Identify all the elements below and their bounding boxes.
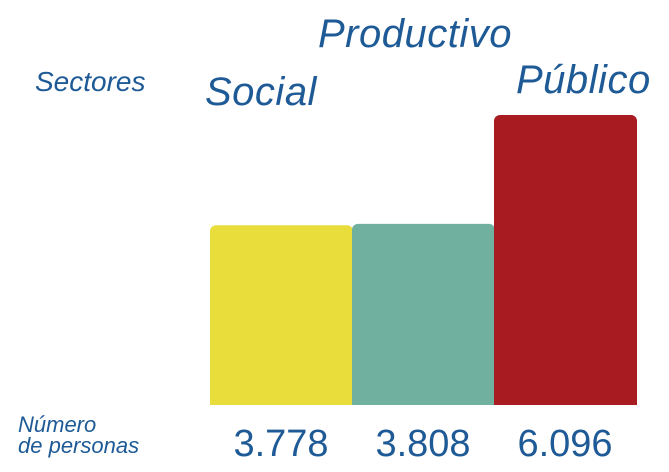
value-label-social: 3.778	[233, 423, 329, 465]
numero-personas-label: Número de personas	[18, 412, 140, 458]
bar-social-base	[210, 397, 353, 405]
numero-label-line1: Número	[18, 412, 97, 437]
category-label-productivo: Productivo	[318, 12, 512, 56]
bar-publico	[494, 115, 637, 405]
category-label-social: Social	[205, 70, 317, 114]
bar-social	[210, 225, 353, 405]
value-label-productivo: 3.808	[375, 423, 471, 465]
bar-productivo	[352, 223, 495, 405]
sectores-label: Sectores	[35, 66, 146, 97]
bar-productivo-base	[352, 397, 495, 405]
numero-label-line2: de personas	[18, 433, 140, 458]
value-label-publico: 6.096	[517, 423, 613, 465]
bar-publico-base	[494, 397, 637, 405]
category-label-publico: Público	[516, 58, 651, 102]
